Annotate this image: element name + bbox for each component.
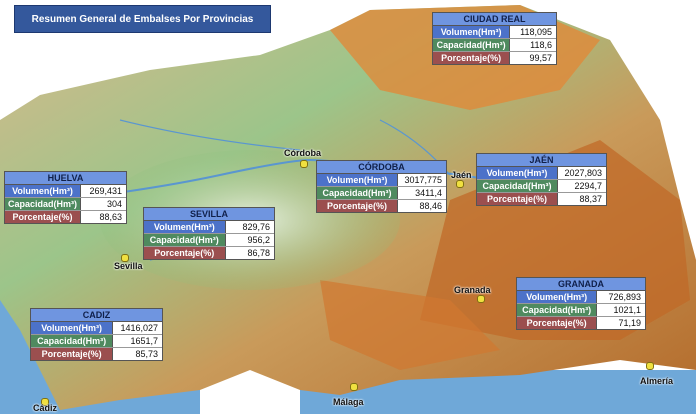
data-row: Capacidad(Hm³) 3411,4 [317,187,446,200]
data-row: Volumen(Hm³) 3017,775 [317,174,446,187]
row-label: Volumen(Hm³) [477,167,558,179]
row-label: Capacidad(Hm³) [31,335,114,347]
row-value: 829,76 [242,222,270,232]
province-name: SEVILLA [144,208,274,221]
province-name: CIUDAD REAL [433,13,556,26]
row-value: 269,431 [89,186,122,196]
row-label: Capacidad(Hm³) [477,180,558,192]
row-label: Porcentaje(%) [5,211,82,223]
province-box: CADIZ Volumen(Hm³) 1416,027 Capacidad(Hm³) 1… [30,308,163,361]
row-value: 3017,775 [404,175,442,185]
city-label: Almería [640,376,674,386]
row-value: 3411,4 [415,188,442,198]
data-row: Volumen(Hm³) 118,095 [433,26,556,39]
row-value: 86,78 [247,248,270,258]
row-label: Porcentaje(%) [477,193,558,205]
data-row: Porcentaje(%) 71,19 [517,317,645,329]
data-row: Porcentaje(%) 99,57 [433,52,556,64]
data-row: Volumen(Hm³) 829,76 [144,221,274,234]
row-label: Volumen(Hm³) [5,185,82,197]
row-label: Volumen(Hm³) [317,174,398,186]
row-value: 99,57 [529,53,552,63]
data-row: Capacidad(Hm³) 304 [5,198,126,211]
data-row: Volumen(Hm³) 1416,027 [31,322,162,335]
row-value: 1651,7 [130,336,158,346]
city-marker [121,254,129,262]
row-value: 956,2 [247,235,270,245]
row-label: Porcentaje(%) [433,52,511,64]
row-label: Capacidad(Hm³) [517,304,598,316]
data-row: Volumen(Hm³) 269,431 [5,185,126,198]
city-marker [350,383,358,391]
row-value: 85,73 [135,349,158,359]
province-name: GRANADA [517,278,645,291]
title: Resumen General de Embalses Por Provinci… [14,5,271,33]
city-label: Málaga [333,397,364,407]
data-row: Capacidad(Hm³) 2294,7 [477,180,606,193]
row-label: Porcentaje(%) [517,317,598,329]
city-label: Córdoba [284,148,321,158]
city-marker [300,160,308,168]
city-label: Jaén [451,170,472,180]
row-value: 1416,027 [120,323,158,333]
city-label: Cádiz [33,403,58,413]
row-value: 1021,1 [613,305,641,315]
row-value: 304 [106,199,122,209]
province-box: SEVILLA Volumen(Hm³) 829,76 Capacidad(Hm³) 9… [143,207,275,260]
row-label: Volumen(Hm³) [144,221,226,233]
row-label: Capacidad(Hm³) [317,187,398,199]
city-marker [456,180,464,188]
data-row: Capacidad(Hm³) 1021,1 [517,304,645,317]
city-marker [646,362,654,370]
province-name: HUELVA [5,172,126,185]
data-row: Capacidad(Hm³) 1651,7 [31,335,162,348]
city-marker [477,295,485,303]
province-box: CÓRDOBA Volumen(Hm³) 3017,775 Capacidad(Hm³… [316,160,447,213]
row-label: Capacidad(Hm³) [144,234,226,246]
city-label: Sevilla [114,261,143,271]
row-value: 118,095 [520,27,552,37]
data-row: Porcentaje(%) 86,78 [144,247,274,259]
row-value: 88,37 [579,194,602,204]
row-label: Porcentaje(%) [31,348,114,360]
row-label: Volumen(Hm³) [433,26,511,38]
province-name: CADIZ [31,309,162,322]
data-row: Capacidad(Hm³) 956,2 [144,234,274,247]
row-label: Capacidad(Hm³) [5,198,82,210]
row-label: Volumen(Hm³) [517,291,598,303]
data-row: Porcentaje(%) 88,63 [5,211,126,223]
row-label: Capacidad(Hm³) [433,39,511,51]
data-row: Capacidad(Hm³) 118,6 [433,39,556,52]
province-name: CÓRDOBA [317,161,446,174]
province-box: CIUDAD REAL Volumen(Hm³) 118,095 Capacidad(… [432,12,557,65]
province-box: HUELVA Volumen(Hm³) 269,431 Capacidad(Hm³) 3… [4,171,127,224]
province-name: JAÉN [477,154,606,167]
river [59,158,521,201]
city-marker [41,398,49,406]
row-label: Porcentaje(%) [317,200,398,212]
row-value: 2294,7 [574,181,602,191]
data-row: Porcentaje(%) 85,73 [31,348,162,360]
row-label: Volumen(Hm³) [31,322,114,334]
row-value: 2027,803 [564,168,602,178]
data-row: Volumen(Hm³) 726,893 [517,291,645,304]
row-value: 726,893 [608,292,641,302]
data-row: Volumen(Hm³) 2027,803 [477,167,606,180]
mountains [320,280,500,370]
province-box: GRANADA Volumen(Hm³) 726,893 Capacidad(Hm³)… [516,277,646,330]
row-label: Porcentaje(%) [144,247,226,259]
data-row: Porcentaje(%) 88,37 [477,193,606,205]
data-row: Porcentaje(%) 88,46 [317,200,446,212]
row-value: 88,63 [99,212,122,222]
city-label: Granada [454,285,491,295]
row-value: 71,19 [618,318,641,328]
row-value: 118,6 [530,40,552,50]
province-box: JAÉN Volumen(Hm³) 2027,803 Capacidad(Hm³) 22… [476,153,607,206]
row-value: 88,46 [419,201,442,211]
